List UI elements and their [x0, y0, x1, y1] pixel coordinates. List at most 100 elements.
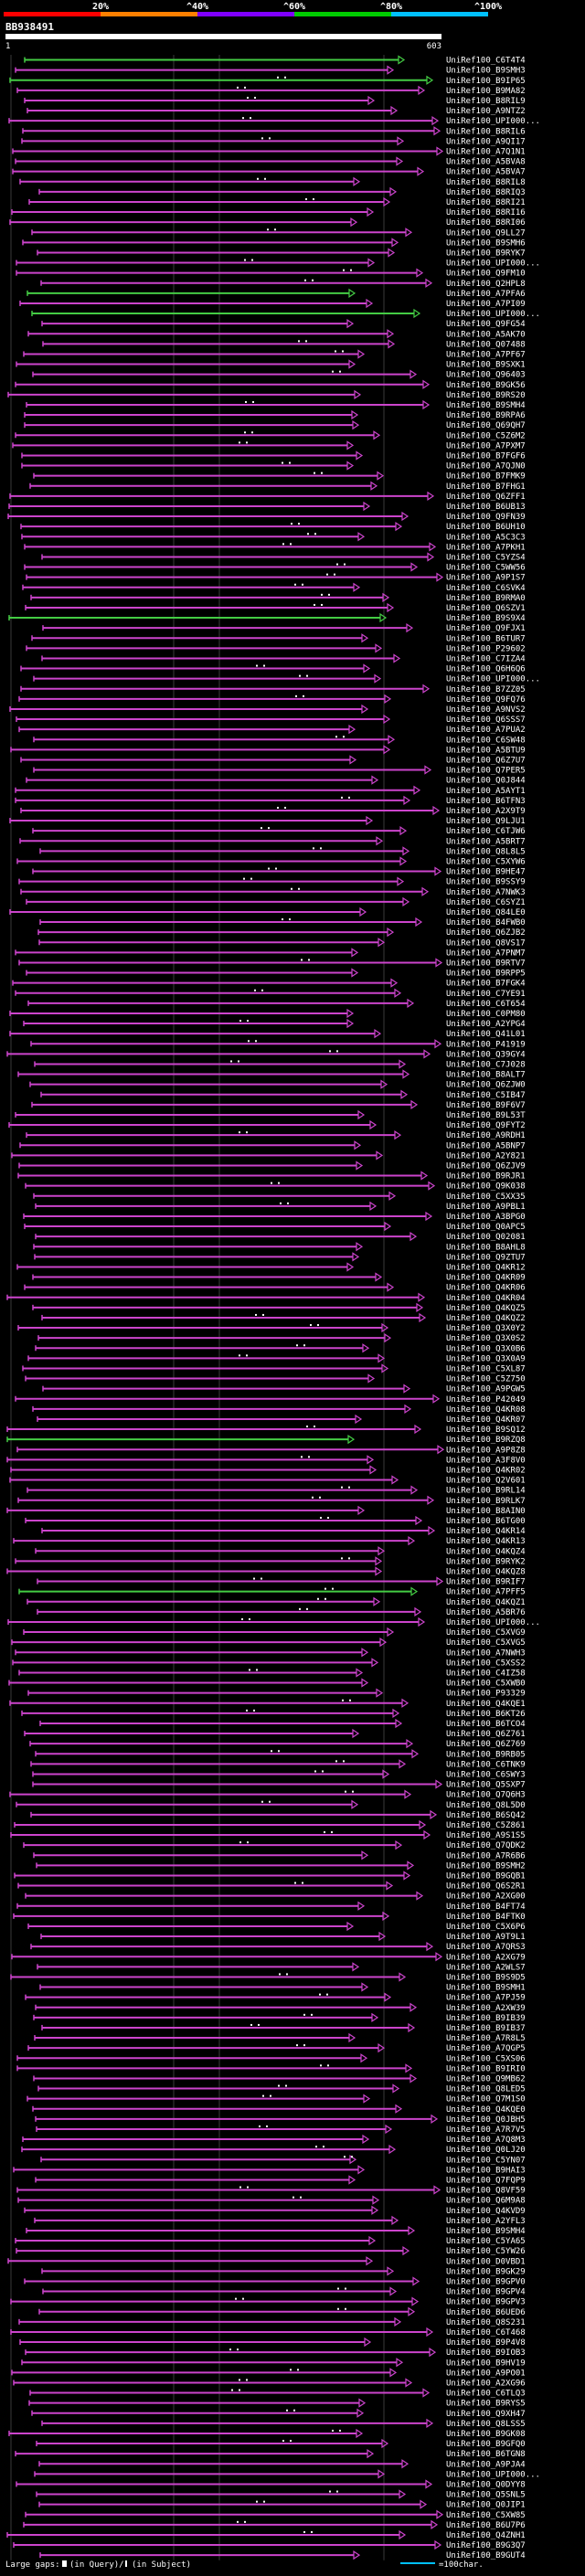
hit-label[interactable]: UniRef100_B9SMH4 — [446, 2227, 526, 2236]
hit-label[interactable]: UniRef100_Q0APC5 — [446, 1223, 526, 1232]
hit-label[interactable]: UniRef100_Q4KR04 — [446, 1294, 526, 1303]
hit-label[interactable]: UniRef100_B8AHL8 — [446, 1243, 526, 1252]
hit-label[interactable]: UniRef100_B6TCO4 — [446, 1720, 526, 1729]
hit-label[interactable]: UniRef100_Q69QH7 — [446, 421, 526, 430]
hit-label[interactable]: UniRef100_B6UB13 — [446, 503, 526, 512]
hit-label[interactable]: UniRef100_B9RYK7 — [446, 249, 526, 258]
hit-label[interactable]: UniRef100_A9QI17 — [446, 137, 526, 146]
hit-label[interactable]: UniRef100_A9NVS2 — [446, 705, 526, 715]
hit-label[interactable]: UniRef100_C6T4T4 — [446, 57, 526, 66]
hit-label[interactable]: UniRef100_C5YA65 — [446, 2237, 526, 2246]
hit-label[interactable]: UniRef100_Q6ZJW0 — [446, 1081, 526, 1090]
hit-label[interactable]: UniRef100_Q4KR02 — [446, 1466, 526, 1475]
hit-label[interactable]: UniRef100_B9IB39 — [446, 2014, 526, 2023]
hit-label[interactable]: UniRef100_Q8VF59 — [446, 2187, 526, 2196]
hit-label[interactable]: UniRef100_Q8VS17 — [446, 938, 526, 948]
hit-label[interactable]: UniRef100_A5BNP7 — [446, 1141, 526, 1150]
hit-label[interactable]: UniRef100_B9SQ12 — [446, 1426, 526, 1435]
hit-label[interactable]: UniRef100_Q9FYT2 — [446, 1121, 526, 1130]
hit-label[interactable]: UniRef100_C5XW85 — [446, 2511, 526, 2520]
hit-label[interactable]: UniRef100_B7FMK9 — [446, 472, 526, 482]
hit-label[interactable]: UniRef100_Q4KQE1 — [446, 1700, 526, 1709]
hit-label[interactable]: UniRef100_B7FGF6 — [446, 451, 526, 461]
hit-label[interactable]: UniRef100_B6SQ42 — [446, 1811, 526, 1820]
hit-label[interactable]: UniRef100_A9PJA4 — [446, 2460, 526, 2469]
hit-label[interactable]: UniRef100_B9GQB1 — [446, 1871, 526, 1881]
hit-label[interactable]: UniRef100_Q8LSS5 — [446, 2420, 526, 2429]
hit-label[interactable]: UniRef100_A7R6B6 — [446, 1851, 526, 1860]
hit-label[interactable]: UniRef100_C6T654 — [446, 1000, 526, 1009]
hit-label[interactable]: UniRef100_B9GK08 — [446, 2430, 526, 2439]
hit-label[interactable]: UniRef100_C5XL87 — [446, 1364, 526, 1373]
hit-label[interactable]: UniRef100_B9HAI3 — [446, 2166, 526, 2175]
hit-label[interactable]: UniRef100_C5YW26 — [446, 2247, 526, 2256]
hit-label[interactable]: UniRef100_C5WW56 — [446, 564, 526, 573]
hit-label[interactable]: UniRef100_B9L53T — [446, 1111, 526, 1120]
hit-label[interactable]: UniRef100_A5AK70 — [446, 330, 526, 339]
hit-label[interactable]: UniRef100_A9P8Z8 — [446, 1446, 526, 1455]
hit-label[interactable]: UniRef100_C7IZA4 — [446, 654, 526, 663]
hit-label[interactable]: UniRef100_B9GUT4 — [446, 2551, 526, 2560]
hit-label[interactable]: UniRef100_C6T468 — [446, 2328, 526, 2337]
hit-label[interactable]: UniRef100_Q3X0B6 — [446, 1344, 526, 1353]
hit-label[interactable]: UniRef100_B6UED6 — [446, 2308, 526, 2317]
hit-label[interactable]: UniRef100_B9SMH6 — [446, 239, 526, 248]
hit-label[interactable]: UniRef100_C5XS06 — [446, 2054, 526, 2063]
hit-label[interactable]: UniRef100_Q6SSS7 — [446, 716, 526, 725]
hit-label[interactable]: UniRef100_C5Z6M2 — [446, 431, 526, 440]
hit-label[interactable]: UniRef100_Q4KR06 — [446, 1284, 526, 1293]
hit-label[interactable]: UniRef100_Q9ZTU7 — [446, 1253, 526, 1262]
hit-label[interactable]: UniRef100_A7QJN0 — [446, 462, 526, 472]
hit-label[interactable]: UniRef100_Q6H6Q6 — [446, 665, 526, 674]
hit-label[interactable]: UniRef100_B7FGK4 — [446, 980, 526, 989]
hit-label[interactable]: UniRef100_A7R7V5 — [446, 2125, 526, 2135]
hit-label[interactable]: UniRef100_Q9FQ76 — [446, 695, 526, 705]
hit-label[interactable]: UniRef100_A2WLS7 — [446, 1963, 526, 1972]
hit-label[interactable]: UniRef100_C5Z861 — [446, 1821, 526, 1830]
hit-label[interactable]: UniRef100_A7PUA2 — [446, 726, 526, 735]
hit-label[interactable]: UniRef100_A7PFA6 — [446, 290, 526, 299]
hit-label[interactable]: UniRef100_A7PKH1 — [446, 543, 526, 552]
hit-label[interactable]: UniRef100_A7NWH3 — [446, 1648, 526, 1658]
hit-label[interactable]: UniRef100_A5C3C3 — [446, 533, 526, 542]
hit-label[interactable]: UniRef100_Q4KQE0 — [446, 2105, 526, 2115]
hit-label[interactable]: UniRef100_C4IZ58 — [446, 1669, 526, 1678]
hit-label[interactable]: UniRef100_P29602 — [446, 644, 526, 653]
hit-label[interactable]: UniRef100_B9RZQ8 — [446, 1436, 526, 1445]
hit-label[interactable]: UniRef100_A2YFL3 — [446, 2217, 526, 2226]
hit-label[interactable]: UniRef100_B9GPV3 — [446, 2298, 526, 2307]
hit-label[interactable]: UniRef100_B9RYK2 — [446, 1557, 526, 1566]
hit-label[interactable]: UniRef100_Q3X0A9 — [446, 1354, 526, 1363]
hit-label[interactable]: UniRef100_A3BPG0 — [446, 1213, 526, 1222]
hit-label[interactable]: UniRef100_B9RTV7 — [446, 959, 526, 968]
hit-label[interactable]: UniRef100_C5XWB0 — [446, 1680, 526, 1689]
hit-label[interactable]: UniRef100_A3F8V0 — [446, 1456, 526, 1465]
hit-label[interactable]: UniRef100_Q39GY4 — [446, 1050, 526, 1059]
hit-label[interactable]: UniRef100_A7PJ59 — [446, 1994, 526, 2003]
hit-label[interactable]: UniRef100_Q7QDK2 — [446, 1841, 526, 1850]
hit-label[interactable]: UniRef100_B9IP65 — [446, 77, 526, 86]
hit-label[interactable]: UniRef100_C5XVG9 — [446, 1628, 526, 1638]
hit-label[interactable]: UniRef100_Q6ZJV9 — [446, 1161, 526, 1171]
hit-label[interactable]: UniRef100_Q4KQZ1 — [446, 1598, 526, 1607]
hit-label[interactable]: UniRef100_Q0JIP1 — [446, 2501, 526, 2510]
hit-label[interactable]: UniRef100_A7PF67 — [446, 350, 526, 359]
hit-label[interactable]: UniRef100_A7QGP5 — [446, 2044, 526, 2053]
hit-label[interactable]: UniRef100_B9GK29 — [446, 2267, 526, 2276]
hit-label[interactable]: UniRef100_Q3X0S2 — [446, 1334, 526, 1343]
hit-label[interactable]: UniRef100_Q8LED5 — [446, 2085, 526, 2094]
hit-label[interactable]: UniRef100_B9RB05 — [446, 1750, 526, 1759]
hit-label[interactable]: UniRef100_Q7FQP9 — [446, 2176, 526, 2185]
hit-label[interactable]: UniRef100_B8ALT7 — [446, 1071, 526, 1080]
hit-label[interactable]: UniRef100_B9IOB3 — [446, 2348, 526, 2358]
hit-label[interactable]: UniRef100_C6TNK9 — [446, 1760, 526, 1769]
hit-label[interactable]: UniRef100_B9SXK1 — [446, 361, 526, 370]
hit-label[interactable]: UniRef100_P93329 — [446, 1690, 526, 1699]
hit-label[interactable]: UniRef100_B6TGN8 — [446, 2450, 526, 2459]
hit-label[interactable]: UniRef100_A9NTZ2 — [446, 107, 526, 116]
hit-label[interactable]: UniRef100_Q84LE0 — [446, 908, 526, 917]
hit-label[interactable]: UniRef100_Q9FG54 — [446, 320, 526, 329]
hit-label[interactable]: UniRef100_A7PXM7 — [446, 441, 526, 451]
hit-label[interactable]: UniRef100_Q4KR08 — [446, 1405, 526, 1415]
hit-label[interactable]: UniRef100_D0VBD1 — [446, 2257, 526, 2266]
